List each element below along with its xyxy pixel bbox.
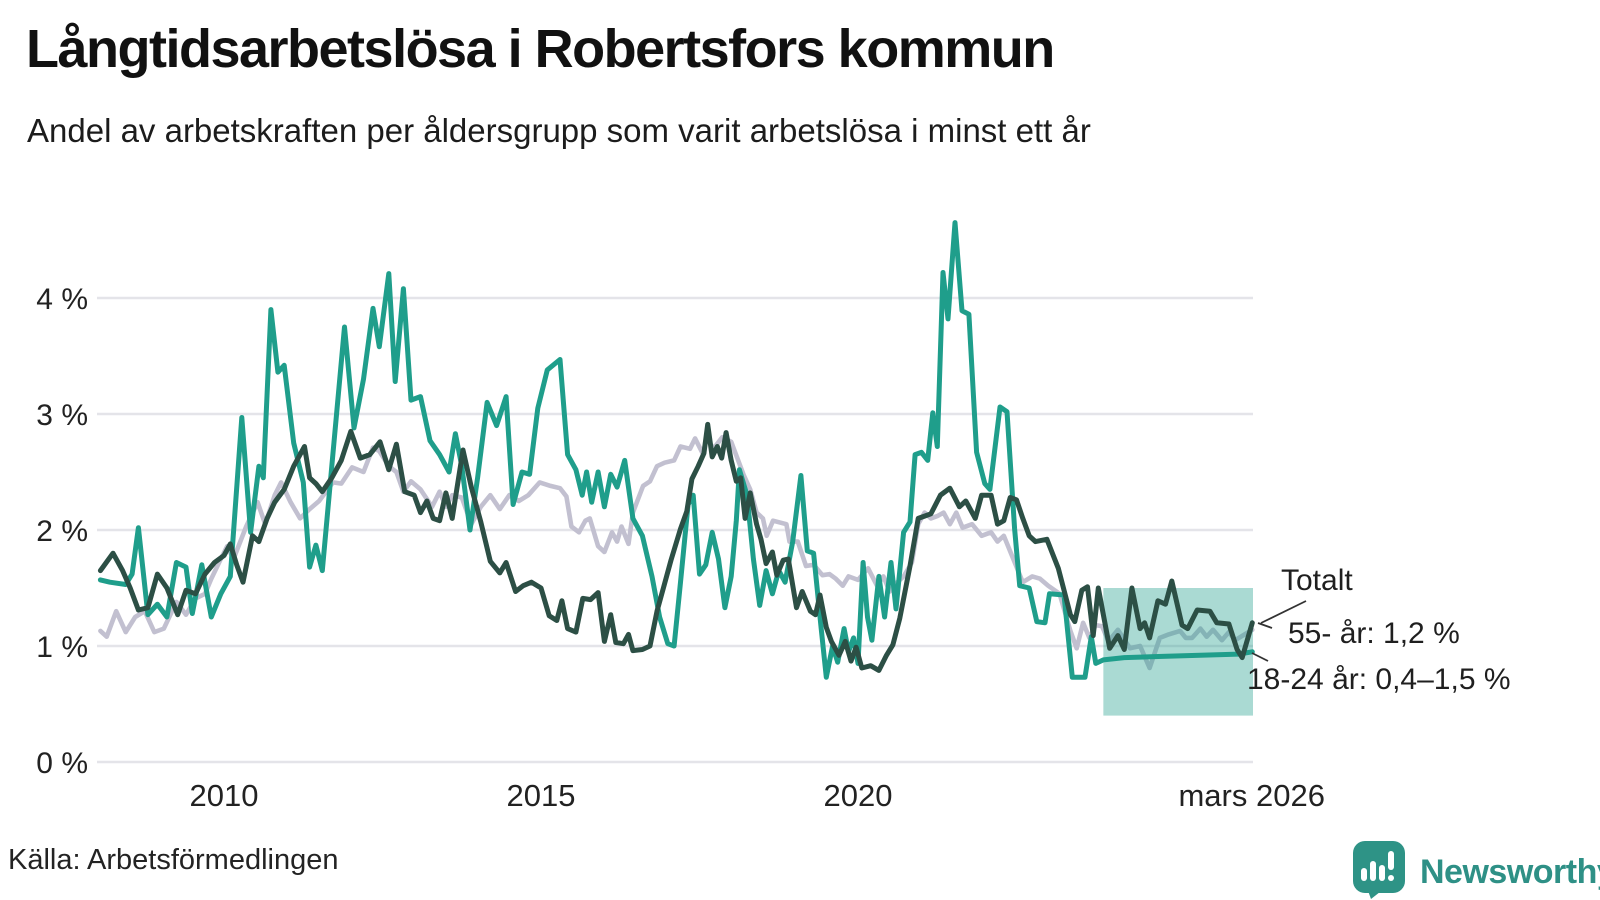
y-tick-label: 0 %: [36, 747, 88, 780]
newsworthy-logo[interactable]: Newsworthy: [1352, 840, 1600, 900]
newsworthy-wordmark: Newsworthy: [1420, 853, 1600, 891]
y-tick-label: 4 %: [36, 283, 88, 316]
y-tick-label: 3 %: [36, 399, 88, 432]
annotation-pointer-line: [1251, 652, 1269, 662]
source-label: Källa: Arbetsförmedlingen: [8, 844, 339, 876]
annotation-18-24-ar: 18-24 år: 0,4–1,5 %: [1247, 663, 1511, 696]
newsworthy-bubble-chart-icon: [1352, 840, 1408, 900]
page-subtitle: Andel av arbetskraften per åldersgrupp s…: [27, 112, 1091, 149]
annotation-pointer-line: [1260, 600, 1307, 624]
annotation-pointer-line: [1257, 622, 1273, 629]
annotation-totalt: Totalt: [1281, 564, 1353, 597]
x-tick-label: 2010: [190, 778, 259, 813]
y-tick-label: 1 %: [36, 631, 88, 664]
x-tick-label: mars 2026: [1178, 778, 1324, 813]
page-title: Långtidsarbetslösa i Robertsfors kommun: [26, 19, 1055, 79]
x-tick-label: 2020: [824, 778, 893, 813]
series-line-55: [97, 421, 1255, 673]
annotation-55-ar: 55- år: 1,2 %: [1288, 617, 1460, 650]
x-tick-label: 2015: [507, 778, 576, 813]
series-line-18-24: [97, 220, 1255, 680]
y-tick-label: 2 %: [36, 515, 88, 548]
